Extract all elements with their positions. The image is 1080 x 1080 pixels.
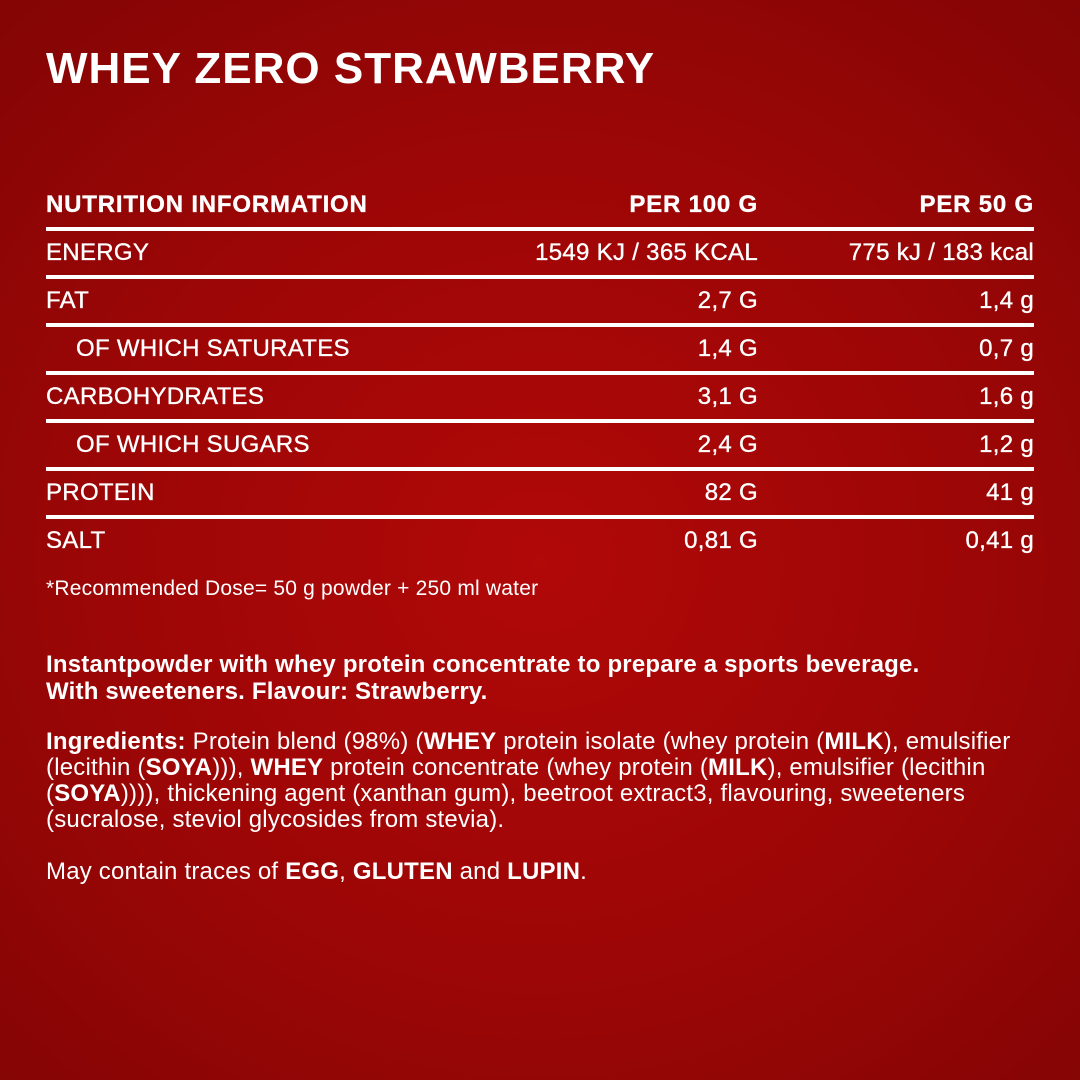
- nutrient-label: FAT: [46, 287, 90, 314]
- value-per-50g: 41 g: [986, 479, 1034, 506]
- body-text: ,: [339, 858, 353, 885]
- value-per-100g: 82 G: [704, 479, 758, 506]
- value-per-50g: 775 kJ / 183 kcal: [848, 239, 1034, 266]
- body-text: ))),: [212, 754, 251, 781]
- value-per-100g: 2,4 G: [697, 431, 758, 458]
- table-row-energy: ENERGY 1549 KJ / 365 KCAL 775 kJ / 183 k…: [46, 231, 1034, 275]
- body-text: )))), thickening agent (xanthan gum), be…: [46, 780, 966, 833]
- dose-footnote: *Recommended Dose= 50 g powder + 250 ml …: [46, 577, 539, 600]
- nutrient-label: OF WHICH SUGARS: [76, 431, 310, 458]
- emphasized-text: WHEY: [250, 754, 324, 781]
- emphasized-text: SOYA: [145, 754, 213, 781]
- value-per-100g: 0,81 G: [684, 527, 758, 554]
- header-nutrition-information: NUTRITION INFORMATION: [46, 191, 368, 218]
- row-separator: [46, 371, 1034, 375]
- table-header-row: NUTRITION INFORMATION PER 100 G PER 50 G: [46, 183, 1034, 227]
- table-row-carbohydrates: CARBOHYDRATES 3,1 G 1,6 g: [46, 375, 1034, 419]
- body-text: protein isolate (whey protein (: [496, 728, 825, 755]
- row-separator: [46, 467, 1034, 471]
- emphasized-text: SOYA: [54, 780, 121, 807]
- description-line-1: Instantpowder with whey protein concentr…: [46, 651, 920, 678]
- value-per-100g: 3,1 G: [697, 383, 758, 410]
- value-per-100g: 2,7 G: [697, 287, 758, 314]
- table-row-saturates: OF WHICH SATURATES 1,4 G 0,7 g: [46, 327, 1034, 371]
- row-separator: [46, 275, 1034, 279]
- value-per-100g: 1,4 G: [697, 335, 758, 362]
- value-per-50g: 0,7 g: [979, 335, 1034, 362]
- page-title: WHEY ZERO STRAWBERRY: [46, 44, 656, 93]
- emphasized-text: LUPIN: [507, 858, 581, 885]
- value-per-100g: 1549 KJ / 365 KCAL: [535, 239, 758, 266]
- product-description: Instantpowder with whey protein concentr…: [46, 651, 1034, 705]
- value-per-50g: 1,2 g: [979, 431, 1034, 458]
- table-row-fat: FAT 2,7 G 1,4 g: [46, 279, 1034, 323]
- row-separator: [46, 323, 1034, 327]
- value-per-50g: 1,6 g: [979, 383, 1034, 410]
- body-text: ), emulsifier (lecithin (: [46, 728, 1011, 781]
- nutrient-label: CARBOHYDRATES: [46, 383, 265, 410]
- emphasized-text: MILK: [708, 754, 768, 781]
- nutrition-table: NUTRITION INFORMATION PER 100 G PER 50 G…: [46, 183, 1034, 563]
- nutrient-label: ENERGY: [46, 239, 150, 266]
- emphasized-text: Ingredients:: [46, 728, 186, 755]
- table-row-sugars: OF WHICH SUGARS 2,4 G 1,2 g: [46, 423, 1034, 467]
- nutrient-label: OF WHICH SATURATES: [76, 335, 350, 362]
- header-per-50g: PER 50 G: [919, 191, 1034, 218]
- emphasized-text: MILK: [824, 728, 884, 755]
- row-separator: [46, 515, 1034, 519]
- body-text: Protein blend (98%) (: [185, 728, 424, 755]
- traces-paragraph: May contain traces of EGG, GLUTEN and LU…: [46, 859, 1034, 885]
- body-text: .: [580, 858, 588, 885]
- nutrient-label: PROTEIN: [46, 479, 155, 506]
- description-line-2: With sweeteners. Flavour: Strawberry.: [46, 678, 488, 705]
- body-text: ), emulsifier (lecithin (: [46, 754, 986, 807]
- table-row-salt: SALT 0,81 G 0,41 g: [46, 519, 1034, 563]
- table-row-protein: PROTEIN 82 G 41 g: [46, 471, 1034, 515]
- emphasized-text: EGG: [285, 858, 340, 885]
- value-per-50g: 0,41 g: [965, 527, 1034, 554]
- body-text: and: [452, 858, 508, 885]
- body-text: protein concentrate (whey protein (: [323, 754, 709, 781]
- row-separator: [46, 419, 1034, 423]
- body-text: May contain traces of: [46, 858, 286, 885]
- nutrient-label: SALT: [46, 527, 106, 554]
- header-per-100g: PER 100 G: [629, 191, 758, 218]
- row-separator: [46, 227, 1034, 231]
- emphasized-text: GLUTEN: [352, 858, 453, 885]
- ingredients-paragraph: Ingredients: Protein blend (98%) (WHEY p…: [46, 729, 1034, 833]
- emphasized-text: WHEY: [423, 728, 497, 755]
- value-per-50g: 1,4 g: [979, 287, 1034, 314]
